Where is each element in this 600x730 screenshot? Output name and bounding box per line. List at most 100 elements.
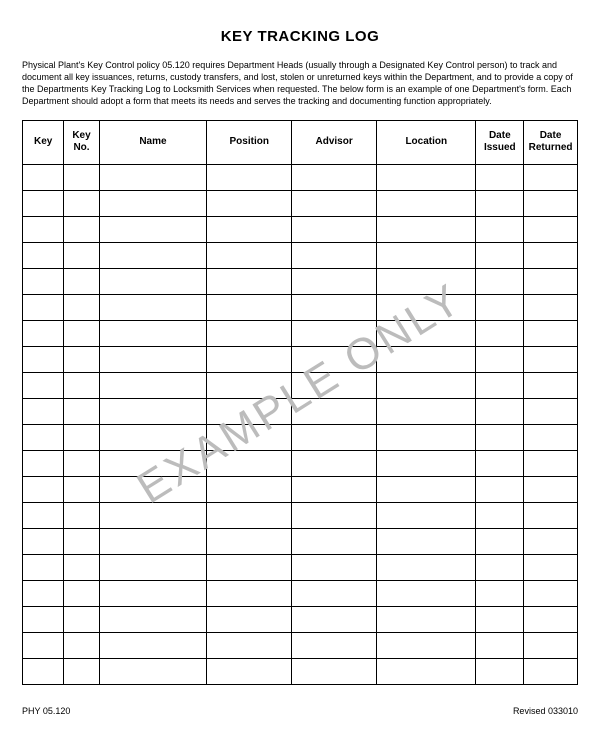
table-cell [23, 424, 64, 450]
table-row [23, 450, 578, 476]
table-cell [524, 528, 578, 554]
table-cell [207, 528, 292, 554]
table-cell [207, 424, 292, 450]
table-cell [292, 502, 377, 528]
table-cell [292, 632, 377, 658]
table-cell [64, 502, 99, 528]
table-cell [64, 398, 99, 424]
table-cell [377, 502, 476, 528]
table-header-row: KeyKeyNo.NamePositionAdvisorLocationDate… [23, 120, 578, 164]
table-cell [524, 242, 578, 268]
table-cell [377, 606, 476, 632]
table-cell [377, 268, 476, 294]
table-cell [64, 450, 99, 476]
column-header: Advisor [292, 120, 377, 164]
table-cell [207, 398, 292, 424]
table-cell [99, 346, 207, 372]
table-cell [23, 476, 64, 502]
table-row [23, 320, 578, 346]
table-cell [23, 398, 64, 424]
page-title: KEY TRACKING LOG [22, 28, 578, 45]
table-cell [99, 372, 207, 398]
table-cell [64, 580, 99, 606]
table-cell [292, 580, 377, 606]
table-cell [377, 372, 476, 398]
table-cell [292, 216, 377, 242]
table-cell [99, 242, 207, 268]
table-cell [207, 476, 292, 502]
table-cell [524, 450, 578, 476]
table-row [23, 554, 578, 580]
table-cell [476, 190, 524, 216]
table-cell [476, 294, 524, 320]
table-cell [292, 372, 377, 398]
table-cell [524, 294, 578, 320]
table-cell [23, 190, 64, 216]
table-row [23, 528, 578, 554]
table-cell [524, 320, 578, 346]
table-cell [292, 320, 377, 346]
table-cell [99, 398, 207, 424]
table-cell [476, 554, 524, 580]
table-cell [99, 424, 207, 450]
table-cell [524, 268, 578, 294]
column-header: Location [377, 120, 476, 164]
column-header: KeyNo. [64, 120, 99, 164]
table-cell [23, 502, 64, 528]
table-row [23, 502, 578, 528]
table-cell [207, 216, 292, 242]
table-cell [23, 268, 64, 294]
table-cell [377, 450, 476, 476]
table-cell [99, 190, 207, 216]
table-body [23, 164, 578, 684]
table-row [23, 190, 578, 216]
table-cell [23, 450, 64, 476]
table-cell [64, 528, 99, 554]
table-row [23, 658, 578, 684]
table-cell [476, 502, 524, 528]
table-row [23, 632, 578, 658]
table-cell [99, 632, 207, 658]
table-cell [377, 554, 476, 580]
footer-left: PHY 05.120 [22, 706, 70, 716]
table-cell [23, 658, 64, 684]
table-cell [207, 658, 292, 684]
table-cell [377, 424, 476, 450]
table-cell [23, 528, 64, 554]
table-cell [23, 216, 64, 242]
table-cell [476, 216, 524, 242]
table-cell [476, 372, 524, 398]
table-cell [207, 242, 292, 268]
table-cell [292, 242, 377, 268]
table-cell [207, 450, 292, 476]
table-cell [207, 190, 292, 216]
table-cell [476, 580, 524, 606]
table-cell [99, 528, 207, 554]
table-cell [476, 164, 524, 190]
intro-paragraph: Physical Plant's Key Control policy 05.1… [22, 59, 578, 108]
table-cell [64, 476, 99, 502]
table-cell [207, 268, 292, 294]
table-cell [23, 554, 64, 580]
table-cell [99, 450, 207, 476]
table-cell [476, 476, 524, 502]
table-cell [292, 398, 377, 424]
column-header: Position [207, 120, 292, 164]
table-cell [292, 554, 377, 580]
table-cell [377, 294, 476, 320]
table-cell [524, 216, 578, 242]
table-cell [292, 294, 377, 320]
table-row [23, 424, 578, 450]
table-cell [377, 164, 476, 190]
column-header: DateIssued [476, 120, 524, 164]
table-cell [377, 580, 476, 606]
table-row [23, 398, 578, 424]
table-cell [292, 476, 377, 502]
table-cell [292, 528, 377, 554]
table-cell [476, 320, 524, 346]
table-cell [476, 606, 524, 632]
table-cell [476, 424, 524, 450]
table-cell [23, 320, 64, 346]
table-cell [524, 476, 578, 502]
table-cell [207, 580, 292, 606]
